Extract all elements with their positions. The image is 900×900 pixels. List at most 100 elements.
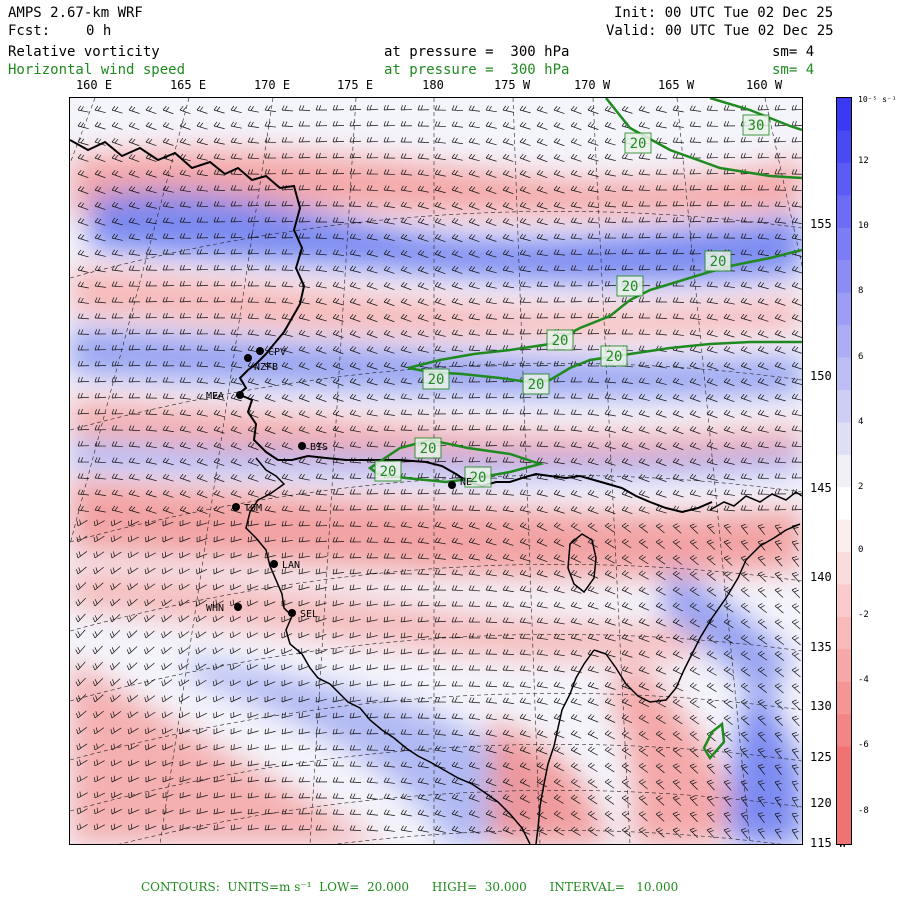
wind-barb	[655, 297, 668, 303]
wind-barb	[655, 441, 667, 451]
wind-barb	[94, 297, 106, 304]
wind-barb	[400, 345, 412, 354]
wind-barb	[128, 313, 141, 319]
wind-barb	[281, 249, 294, 255]
wind-barb	[723, 377, 735, 387]
wind-barb	[400, 153, 413, 159]
wind-barb	[128, 201, 140, 210]
wind-barb	[349, 393, 361, 402]
parallel	[70, 693, 802, 761]
wind-barb	[757, 457, 769, 464]
wind-barb	[689, 232, 702, 239]
wind-barb	[774, 201, 786, 208]
wind-barb	[468, 233, 480, 243]
wind-barb	[145, 441, 157, 449]
wind-barb	[230, 313, 243, 319]
wind-barb	[332, 313, 344, 322]
wind-barb	[128, 457, 140, 465]
wind-barb	[77, 345, 90, 351]
wind-barb	[706, 137, 719, 143]
meridian	[309, 98, 357, 844]
wind-barb	[196, 489, 208, 499]
wind-barb	[502, 137, 514, 146]
wind-barb	[638, 232, 651, 239]
wind-barb	[485, 424, 497, 431]
wind-barb	[349, 441, 361, 448]
wind-barb	[94, 457, 107, 463]
longitude-label: 165 W	[657, 78, 695, 92]
wind-barb	[740, 249, 752, 256]
wind-barb	[553, 137, 565, 147]
wind-barb	[757, 473, 769, 480]
wind-barb	[230, 361, 242, 369]
wind-barb	[196, 457, 208, 466]
wind-barb	[587, 409, 599, 416]
wind-barb	[162, 328, 174, 335]
wind-barb	[587, 249, 600, 255]
colorbar-segment	[837, 714, 851, 748]
wind-barb	[740, 265, 752, 273]
wind-barb	[213, 232, 226, 239]
wind-barb	[536, 313, 549, 319]
wind-barb	[672, 265, 685, 271]
wind-barb	[315, 457, 327, 465]
wind-barb	[570, 425, 582, 432]
wind-barb	[451, 249, 463, 259]
parallel	[334, 830, 782, 844]
wind-barb	[519, 313, 532, 319]
wind-barb	[621, 409, 633, 417]
wind-barb	[332, 377, 344, 386]
wind-barb	[417, 409, 430, 415]
wind-barb	[349, 120, 361, 127]
wind-barb	[128, 360, 140, 367]
wind-barb	[196, 329, 209, 335]
wind-barb	[502, 121, 514, 130]
wind-barb	[162, 105, 174, 115]
wind-barb	[485, 201, 497, 211]
wind-barb	[162, 441, 174, 449]
wind-barb	[791, 297, 802, 306]
wind-barb	[689, 297, 701, 304]
wind-barb	[196, 137, 208, 146]
wind-barb	[774, 217, 786, 224]
wind-barb	[774, 104, 786, 111]
wind-barb	[247, 377, 259, 386]
wind-barb	[740, 201, 753, 207]
wind-barb	[128, 409, 141, 415]
wind-barb	[179, 409, 191, 417]
colorbar-tick-label: -8	[858, 806, 869, 816]
wind-barb	[213, 297, 226, 303]
wind-barb	[519, 169, 531, 179]
wind-barb	[434, 169, 446, 177]
wind-barb	[740, 233, 753, 239]
wind-barb	[349, 281, 361, 290]
wind-barb	[213, 457, 225, 467]
wind-barb	[706, 361, 718, 370]
wind-barb	[553, 281, 566, 287]
wind-barb	[383, 233, 395, 242]
wind-barb	[706, 184, 718, 191]
wind-barb	[400, 297, 412, 307]
wind-barb	[230, 457, 242, 467]
wind-barb	[723, 329, 735, 338]
wind-barb	[468, 329, 480, 336]
wind-barb	[689, 265, 702, 271]
wind-barb	[281, 137, 294, 143]
wind-barb	[298, 184, 310, 191]
wind-barb	[689, 169, 702, 175]
wind-barb	[332, 409, 344, 418]
wind-barb	[740, 329, 752, 338]
wind-barb	[485, 457, 498, 463]
wind-barb	[128, 169, 140, 178]
wind-barb	[485, 137, 497, 146]
wind-barb	[315, 297, 327, 305]
wind-barb	[587, 169, 599, 177]
wind-barb	[791, 329, 802, 338]
wind-barb	[349, 217, 361, 224]
vorticity-band	[70, 568, 710, 661]
wind-barb	[400, 329, 412, 338]
wind-barb	[298, 489, 310, 496]
wind-barb	[247, 169, 260, 175]
wind-barb	[672, 121, 684, 128]
